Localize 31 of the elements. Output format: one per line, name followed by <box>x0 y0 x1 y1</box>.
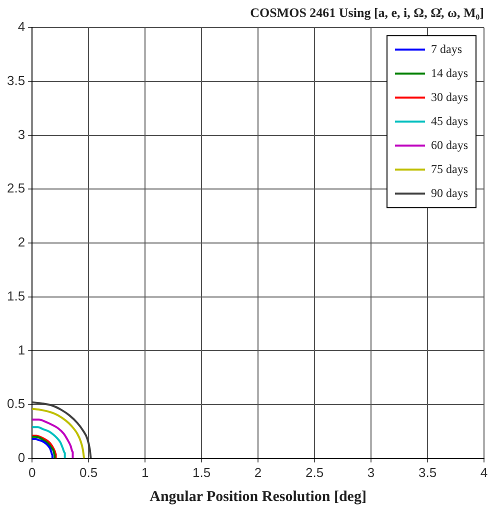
legend-label: 60 days <box>431 138 468 152</box>
x-tick-label: 1.5 <box>192 464 211 480</box>
y-tick-label: 0.5 <box>6 396 26 412</box>
y-tick-label: 1 <box>18 342 26 358</box>
x-axis-title: Angular Position Resolution [deg] <box>150 488 366 505</box>
y-tick-label: 3.5 <box>6 73 26 88</box>
legend-label: 45 days <box>431 114 468 128</box>
y-tick-label: 1.5 <box>6 288 26 304</box>
x-tick-label: 3.5 <box>418 464 437 480</box>
x-tick-label: 1 <box>141 464 149 480</box>
x-tick-label: 0 <box>28 464 36 480</box>
x-tick-label: 0.5 <box>80 464 98 480</box>
x-tick-label: 2.5 <box>305 464 324 480</box>
legend-label: 30 days <box>431 90 468 104</box>
y-tick-label: 4 <box>18 19 26 34</box>
line-series <box>32 401 92 458</box>
x-tick-label: 4 <box>480 464 488 480</box>
line-series <box>32 408 86 458</box>
y-tick-label: 2.5 <box>6 180 26 196</box>
legend-label: 7 days <box>431 42 462 56</box>
chart-title: COSMOS 2461 Using [a, e, i, Ω, Ω̇, ω, M₀] <box>250 5 484 20</box>
legend-label: 14 days <box>431 66 468 80</box>
line-series <box>32 418 74 458</box>
y-tick-label: 2 <box>18 234 26 250</box>
x-tick-label: 3 <box>367 464 375 480</box>
x-tick-label: 2 <box>254 464 262 480</box>
line-series <box>32 426 66 458</box>
legend-label: 90 days <box>431 186 468 200</box>
y-tick-label: 3 <box>18 126 26 142</box>
y-tick-label: 0 <box>18 450 26 465</box>
legend-label: 75 days <box>431 162 468 176</box>
